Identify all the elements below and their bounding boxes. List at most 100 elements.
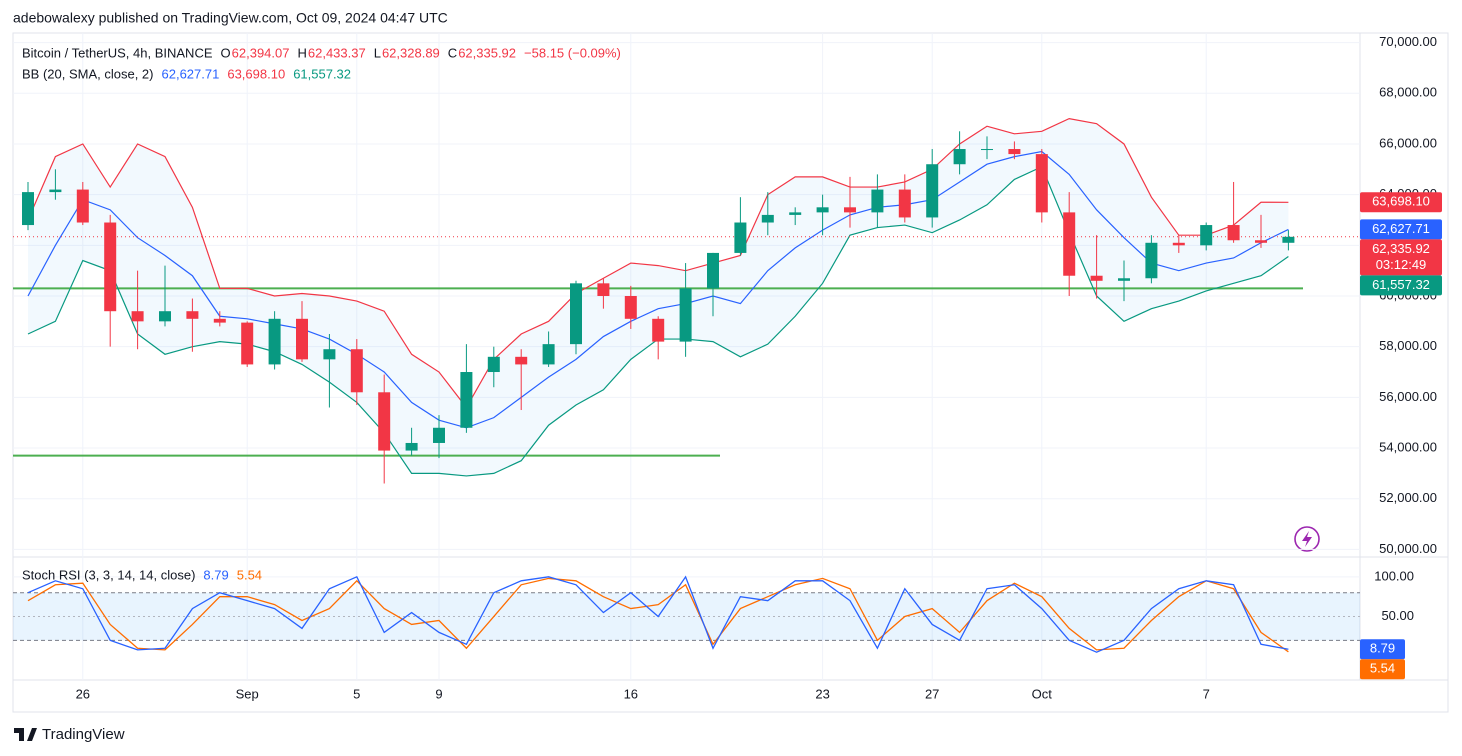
candle-body bbox=[597, 283, 610, 296]
candle-body bbox=[515, 356, 528, 365]
candle-body bbox=[816, 207, 829, 213]
candle-body bbox=[186, 311, 199, 319]
x-tick-label: Sep bbox=[236, 686, 259, 701]
stoch-band bbox=[13, 592, 1360, 641]
x-tick-label: 26 bbox=[76, 686, 90, 701]
candle-body bbox=[707, 252, 719, 289]
candle-body bbox=[1227, 225, 1240, 241]
candle-body bbox=[1008, 149, 1021, 155]
price-label: 03:12:49 bbox=[1376, 257, 1427, 272]
candle-body bbox=[652, 318, 665, 342]
candle-body bbox=[296, 318, 308, 360]
y-tick-label: 100.00 bbox=[1374, 568, 1414, 583]
y-tick-label: 58,000.00 bbox=[1379, 338, 1437, 353]
y-tick-label: 70,000.00 bbox=[1379, 34, 1437, 49]
price-label: 62,335.92 bbox=[1372, 241, 1430, 256]
ohlc-key: O bbox=[221, 45, 231, 60]
ohlc-value: 62,433.37 bbox=[308, 45, 366, 60]
stoch-line bbox=[27, 575, 1289, 653]
publish-header: adebowalexy published on TradingView.com… bbox=[13, 10, 448, 26]
candle-body bbox=[926, 164, 939, 218]
candle-body bbox=[159, 311, 171, 322]
candle-body bbox=[953, 149, 966, 165]
y-tick-label: 66,000.00 bbox=[1379, 135, 1437, 150]
candle-body bbox=[1172, 242, 1185, 246]
candle-body bbox=[570, 283, 582, 345]
candle-body bbox=[1145, 242, 1158, 279]
ohlc-value: 62,394.07 bbox=[232, 45, 290, 60]
candle-body bbox=[1200, 225, 1213, 246]
price-label-box bbox=[1360, 192, 1442, 213]
price-label-box bbox=[1360, 219, 1442, 240]
bb-fill bbox=[28, 118, 1289, 476]
bb-line bbox=[27, 150, 1289, 429]
bb-value: 63,698.10 bbox=[227, 66, 285, 81]
candle-body bbox=[734, 222, 747, 253]
chart-frame bbox=[12, 32, 1449, 713]
x-tick-label: 5 bbox=[353, 686, 360, 701]
x-tick-label: Oct bbox=[1032, 686, 1053, 701]
y-tick-label: 50.00 bbox=[1381, 608, 1414, 623]
candle-body bbox=[871, 189, 884, 213]
price-label: 8.79 bbox=[1370, 641, 1395, 656]
candle-body bbox=[76, 189, 89, 223]
candle-body bbox=[1090, 275, 1103, 281]
x-tick-label: 7 bbox=[1203, 686, 1210, 701]
y-tick-label: 54,000.00 bbox=[1379, 439, 1437, 454]
flash-icon bbox=[1302, 531, 1312, 547]
stoch-title: Stoch RSI (3, 3, 14, 14, close) bbox=[22, 567, 195, 582]
footer-brand: TradingView bbox=[42, 726, 125, 743]
stoch-line bbox=[27, 577, 1289, 653]
candle-body bbox=[405, 442, 418, 451]
price-label-box bbox=[1360, 659, 1405, 680]
logo-mark bbox=[14, 728, 37, 741]
symbol-title: Bitcoin / TetherUS, 4h, BINANCE bbox=[22, 45, 213, 60]
ohlc-value: 62,335.92 bbox=[458, 45, 516, 60]
stoch-value: 8.79 bbox=[203, 567, 228, 582]
price-label-box bbox=[1360, 639, 1405, 660]
candle-body bbox=[213, 318, 226, 323]
candle-body bbox=[679, 288, 692, 342]
candle-body bbox=[761, 214, 774, 223]
price-label: 63,698.10 bbox=[1372, 194, 1430, 209]
x-tick-label: 16 bbox=[624, 686, 638, 701]
candle-body bbox=[350, 349, 363, 393]
candle-body bbox=[1035, 154, 1048, 213]
price-label: 61,557.32 bbox=[1372, 277, 1430, 292]
price-label-box bbox=[1360, 239, 1442, 276]
footer-logo: TradingView bbox=[14, 726, 125, 743]
candle-body bbox=[542, 344, 555, 365]
candle-body bbox=[104, 222, 117, 312]
candle-body bbox=[22, 192, 34, 226]
price-label: 62,627.71 bbox=[1372, 221, 1430, 236]
candle-body bbox=[268, 318, 281, 365]
candle-body bbox=[1118, 278, 1130, 281]
candle-body bbox=[844, 207, 856, 213]
candle-body bbox=[433, 427, 445, 443]
candle-body bbox=[378, 392, 391, 451]
candle-body bbox=[981, 149, 993, 151]
y-tick-label: 50,000.00 bbox=[1379, 541, 1437, 556]
candle-body bbox=[241, 322, 254, 365]
candle-body bbox=[487, 356, 500, 373]
change-value: −58.15 (−0.09%) bbox=[524, 45, 621, 60]
ohlc-key: H bbox=[297, 45, 306, 60]
candle-body bbox=[789, 212, 802, 215]
price-label-box bbox=[1360, 275, 1442, 296]
candle-body bbox=[49, 189, 62, 193]
bb-line bbox=[27, 117, 1289, 409]
y-tick-label: 52,000.00 bbox=[1379, 490, 1437, 505]
candle-body bbox=[1255, 240, 1267, 243]
y-tick-label: 68,000.00 bbox=[1379, 85, 1437, 100]
ohlc-key: C bbox=[448, 45, 457, 60]
candle-body bbox=[624, 296, 637, 319]
candle-body bbox=[1282, 236, 1295, 243]
candle-body bbox=[460, 372, 473, 428]
x-tick-label: 27 bbox=[925, 686, 939, 701]
price-label: 5.54 bbox=[1370, 661, 1395, 676]
candle-body bbox=[898, 189, 911, 218]
bb-title: BB (20, SMA, close, 2) bbox=[22, 66, 154, 81]
candle-body bbox=[1063, 212, 1076, 276]
